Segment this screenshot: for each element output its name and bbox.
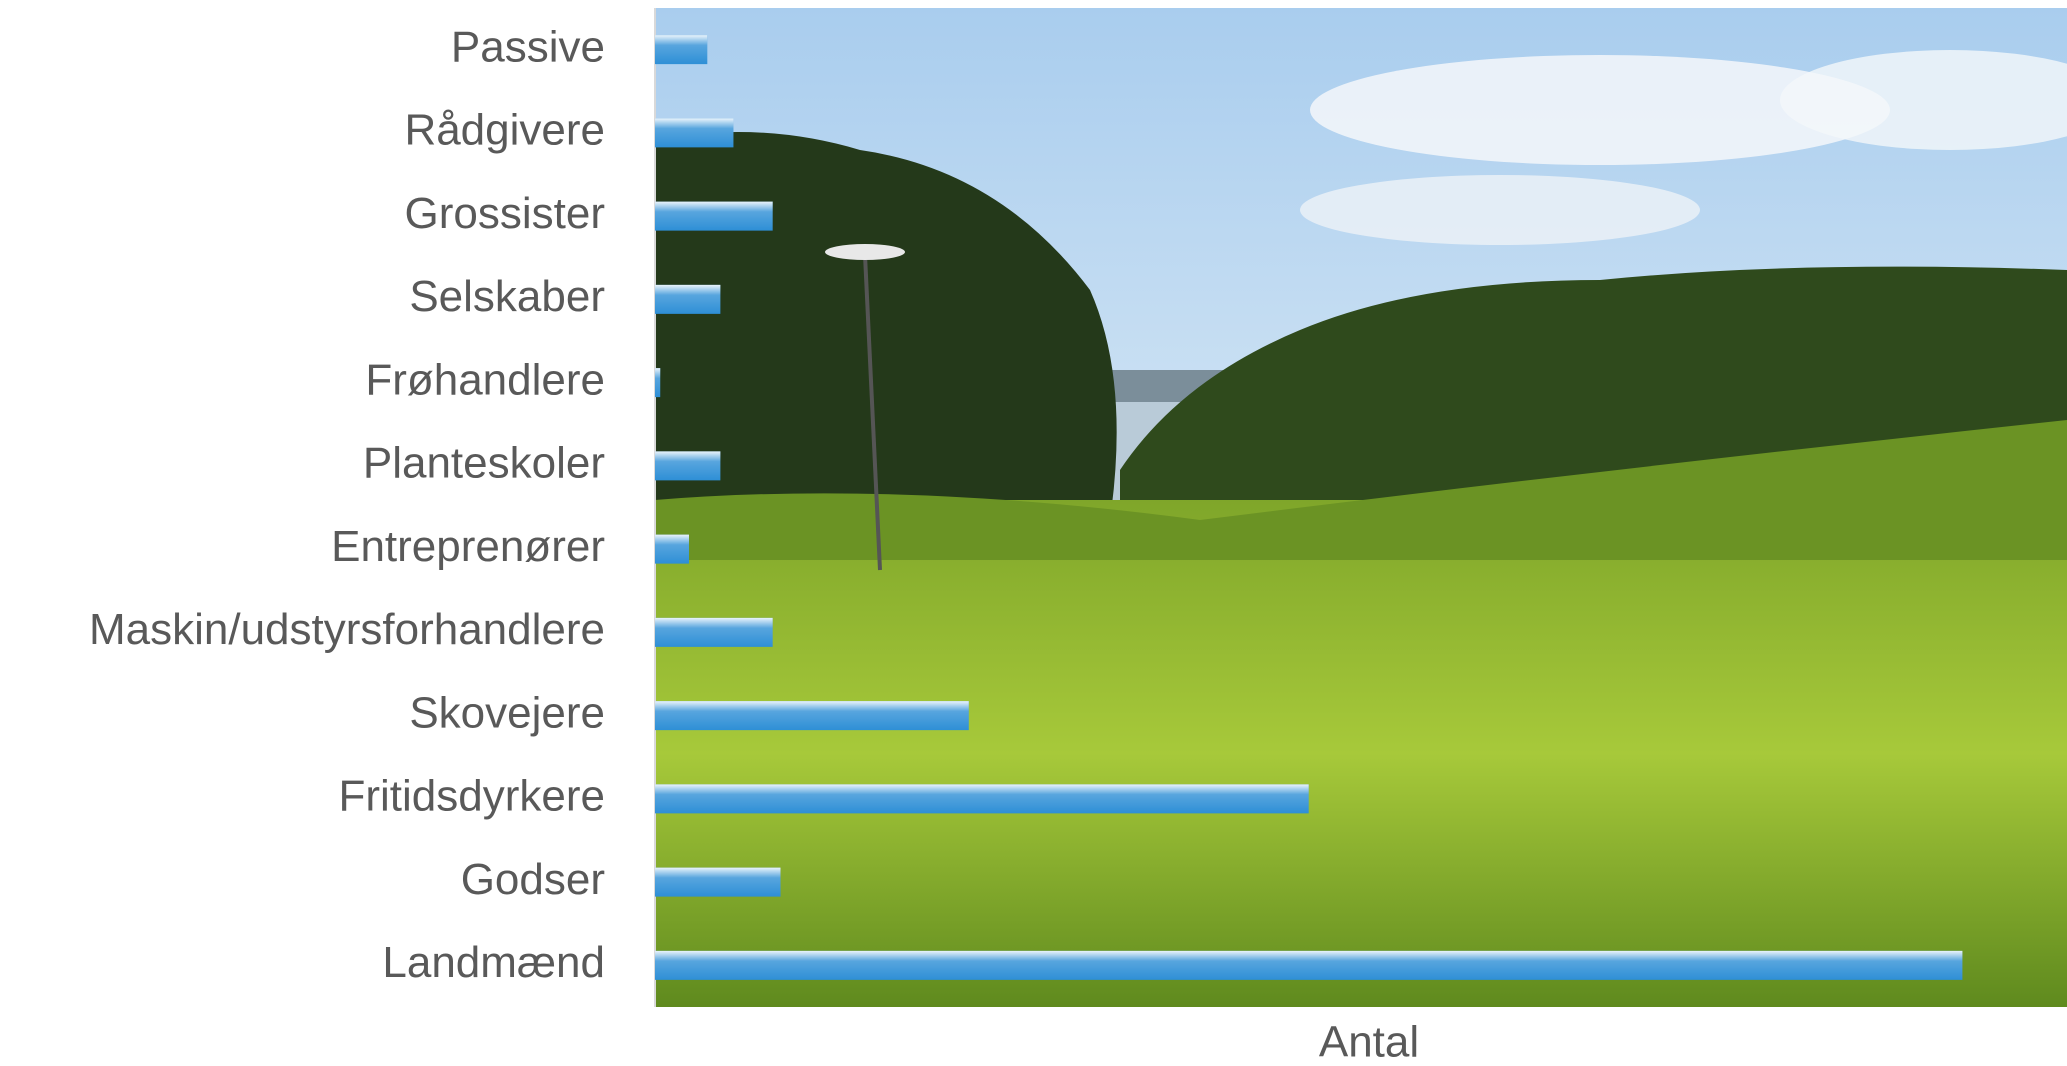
bar-highlight	[655, 118, 734, 148]
background-photo	[655, 8, 2067, 1007]
y-tick-label: Maskin/udstyrsforhandlere	[89, 605, 605, 654]
y-tick-label: Skovejere	[409, 688, 605, 737]
bar-highlight	[655, 534, 689, 564]
bar-highlight	[655, 867, 781, 897]
bar-highlight	[655, 617, 773, 647]
bar-highlight	[655, 701, 969, 731]
y-tick-label: Entreprenører	[331, 522, 605, 571]
y-tick-label: Passive	[451, 22, 605, 71]
bar-highlight	[655, 451, 721, 481]
y-tick-label: Godser	[461, 855, 605, 904]
y-tick-label: Rådgivere	[404, 106, 605, 155]
y-tick-label: Frøhandlere	[365, 355, 605, 404]
bar-highlight	[655, 950, 1963, 980]
bar-highlight	[655, 284, 721, 314]
y-tick-label: Grossister	[405, 189, 605, 238]
y-tick-label: Fritidsdyrkere	[339, 772, 606, 821]
y-tick-label: Landmænd	[382, 938, 605, 987]
y-tick-label: Planteskoler	[363, 439, 605, 488]
y-tick-label: Selskaber	[409, 272, 605, 321]
bar-highlight	[655, 368, 661, 398]
bar-highlight	[655, 784, 1309, 814]
x-axis-label: Antal	[1319, 1018, 1419, 1066]
bar-highlight	[655, 201, 773, 231]
bar-highlight	[655, 35, 708, 65]
